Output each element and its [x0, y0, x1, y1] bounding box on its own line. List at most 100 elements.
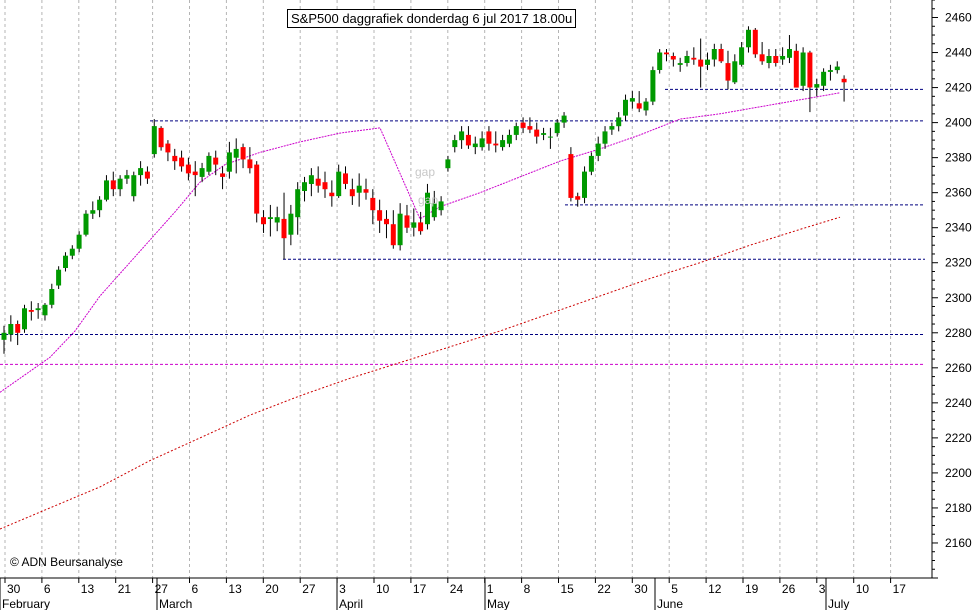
candle-body-down: [329, 192, 335, 197]
y-tick-label: 2280: [945, 326, 972, 340]
x-day-label: 3: [339, 582, 346, 596]
candle-body-down: [698, 59, 704, 67]
gap-annotation-lower: gap: [418, 193, 439, 207]
y-tick-label: 2220: [945, 431, 972, 445]
candle-body-up: [274, 217, 280, 223]
x-day-label: 10: [376, 582, 390, 596]
x-month-label: April: [339, 597, 363, 610]
x-day-label: 13: [81, 582, 95, 596]
support-lines-layer: [0, 88, 925, 365]
candle-body-down: [465, 134, 471, 146]
candle-body-up: [288, 213, 294, 235]
candle-body-up: [513, 126, 519, 135]
x-month-label: July: [828, 597, 849, 610]
candle-body-up: [117, 178, 123, 190]
candle-body-up: [452, 140, 458, 148]
x-day-label: 10: [856, 582, 870, 596]
chart-title: S&P500 daggrafiek donderdag 6 jul 2017 1…: [287, 9, 577, 28]
y-tick-label: 2180: [945, 501, 972, 515]
candle-body-up: [711, 49, 717, 60]
y-tick-label: 2420: [945, 81, 972, 95]
candle-body-down: [254, 164, 260, 214]
candle-body-up: [582, 171, 587, 198]
candle-body-down: [568, 154, 574, 198]
candle-body-up: [643, 101, 649, 111]
candle-body-up: [780, 56, 786, 60]
candle-body-up: [63, 255, 68, 268]
candle-body-up: [459, 131, 465, 141]
x-month-label: February: [2, 597, 50, 610]
candle-body-up: [821, 71, 827, 86]
moving-average-long-line: [0, 216, 841, 530]
y-tick-label: 2300: [945, 291, 972, 305]
candle-body-down: [240, 147, 246, 160]
candle-body-up: [766, 56, 772, 63]
x-day-label: 26: [782, 582, 796, 596]
candle-body-up: [233, 148, 239, 158]
x-day-label: 27: [302, 582, 316, 596]
x-month-label: March: [159, 597, 192, 610]
candle-body-up: [397, 213, 403, 246]
candle-body-up: [623, 99, 628, 116]
candle-body-up: [739, 47, 745, 65]
candle-body-up: [732, 61, 738, 83]
x-day-label: 3: [819, 582, 826, 596]
x-month-label: June: [657, 597, 683, 610]
gap-annotation-upper: gap: [415, 165, 436, 179]
y-tick-label: 2260: [945, 361, 972, 375]
candle-body-up: [445, 159, 451, 169]
candle-body-up: [506, 134, 512, 144]
y-tick-label: 2460: [945, 11, 972, 25]
candle-body-down: [165, 143, 171, 153]
candle-body-down: [773, 56, 779, 63]
candle-body-up: [267, 217, 273, 219]
x-day-label: 1: [487, 582, 494, 596]
candle-body-up: [431, 203, 437, 218]
candle-body-up: [76, 234, 82, 249]
y-tick-label: 2440: [945, 46, 972, 60]
y-tick-label: 2240: [945, 396, 972, 410]
candle-body-down: [179, 157, 185, 167]
candle-body-up: [90, 210, 96, 214]
candle-body-up: [616, 117, 622, 127]
candle-body-down: [213, 157, 219, 165]
candle-body-down: [384, 218, 389, 225]
candle-body-down: [363, 189, 369, 193]
moving-averages-layer: [0, 92, 841, 530]
candle-body-down: [343, 173, 348, 184]
candle-body-up: [56, 269, 62, 286]
y-tick-label: 2340: [945, 221, 972, 235]
candle-body-down: [807, 52, 813, 88]
candle-body-up: [438, 201, 444, 211]
x-month-label: May: [487, 597, 510, 610]
candle-body-up: [684, 56, 690, 63]
candle-body-down: [370, 197, 376, 211]
candle-body-up: [561, 115, 567, 123]
candle-body-down: [486, 131, 492, 144]
candle-body-down: [404, 215, 410, 228]
candle-body-down: [534, 129, 540, 137]
copyright-notice: © ADN Beursanalyse: [10, 555, 123, 569]
candlesticks-layer: [1, 26, 847, 354]
candle-body-up: [814, 84, 820, 88]
candle-body-up: [746, 29, 751, 48]
candle-body-down: [322, 182, 328, 190]
y-tick-label: 2360: [945, 186, 972, 200]
candle-body-up: [787, 49, 792, 58]
candle-body-up: [97, 199, 103, 211]
x-day-label: 6: [192, 582, 199, 596]
candle-body-down: [144, 171, 150, 179]
candle-body-up: [705, 59, 710, 65]
candle-body-down: [718, 49, 724, 62]
candle-body-down: [192, 171, 198, 176]
candle-body-up: [425, 192, 430, 225]
candle-body-up: [588, 155, 594, 172]
candle-body-up: [104, 180, 109, 200]
candle-body-up: [295, 189, 301, 218]
candle-body-up: [302, 182, 307, 191]
x-day-label: 17: [893, 582, 907, 596]
candle-body-up: [657, 52, 663, 70]
candle-body-down: [793, 50, 799, 88]
